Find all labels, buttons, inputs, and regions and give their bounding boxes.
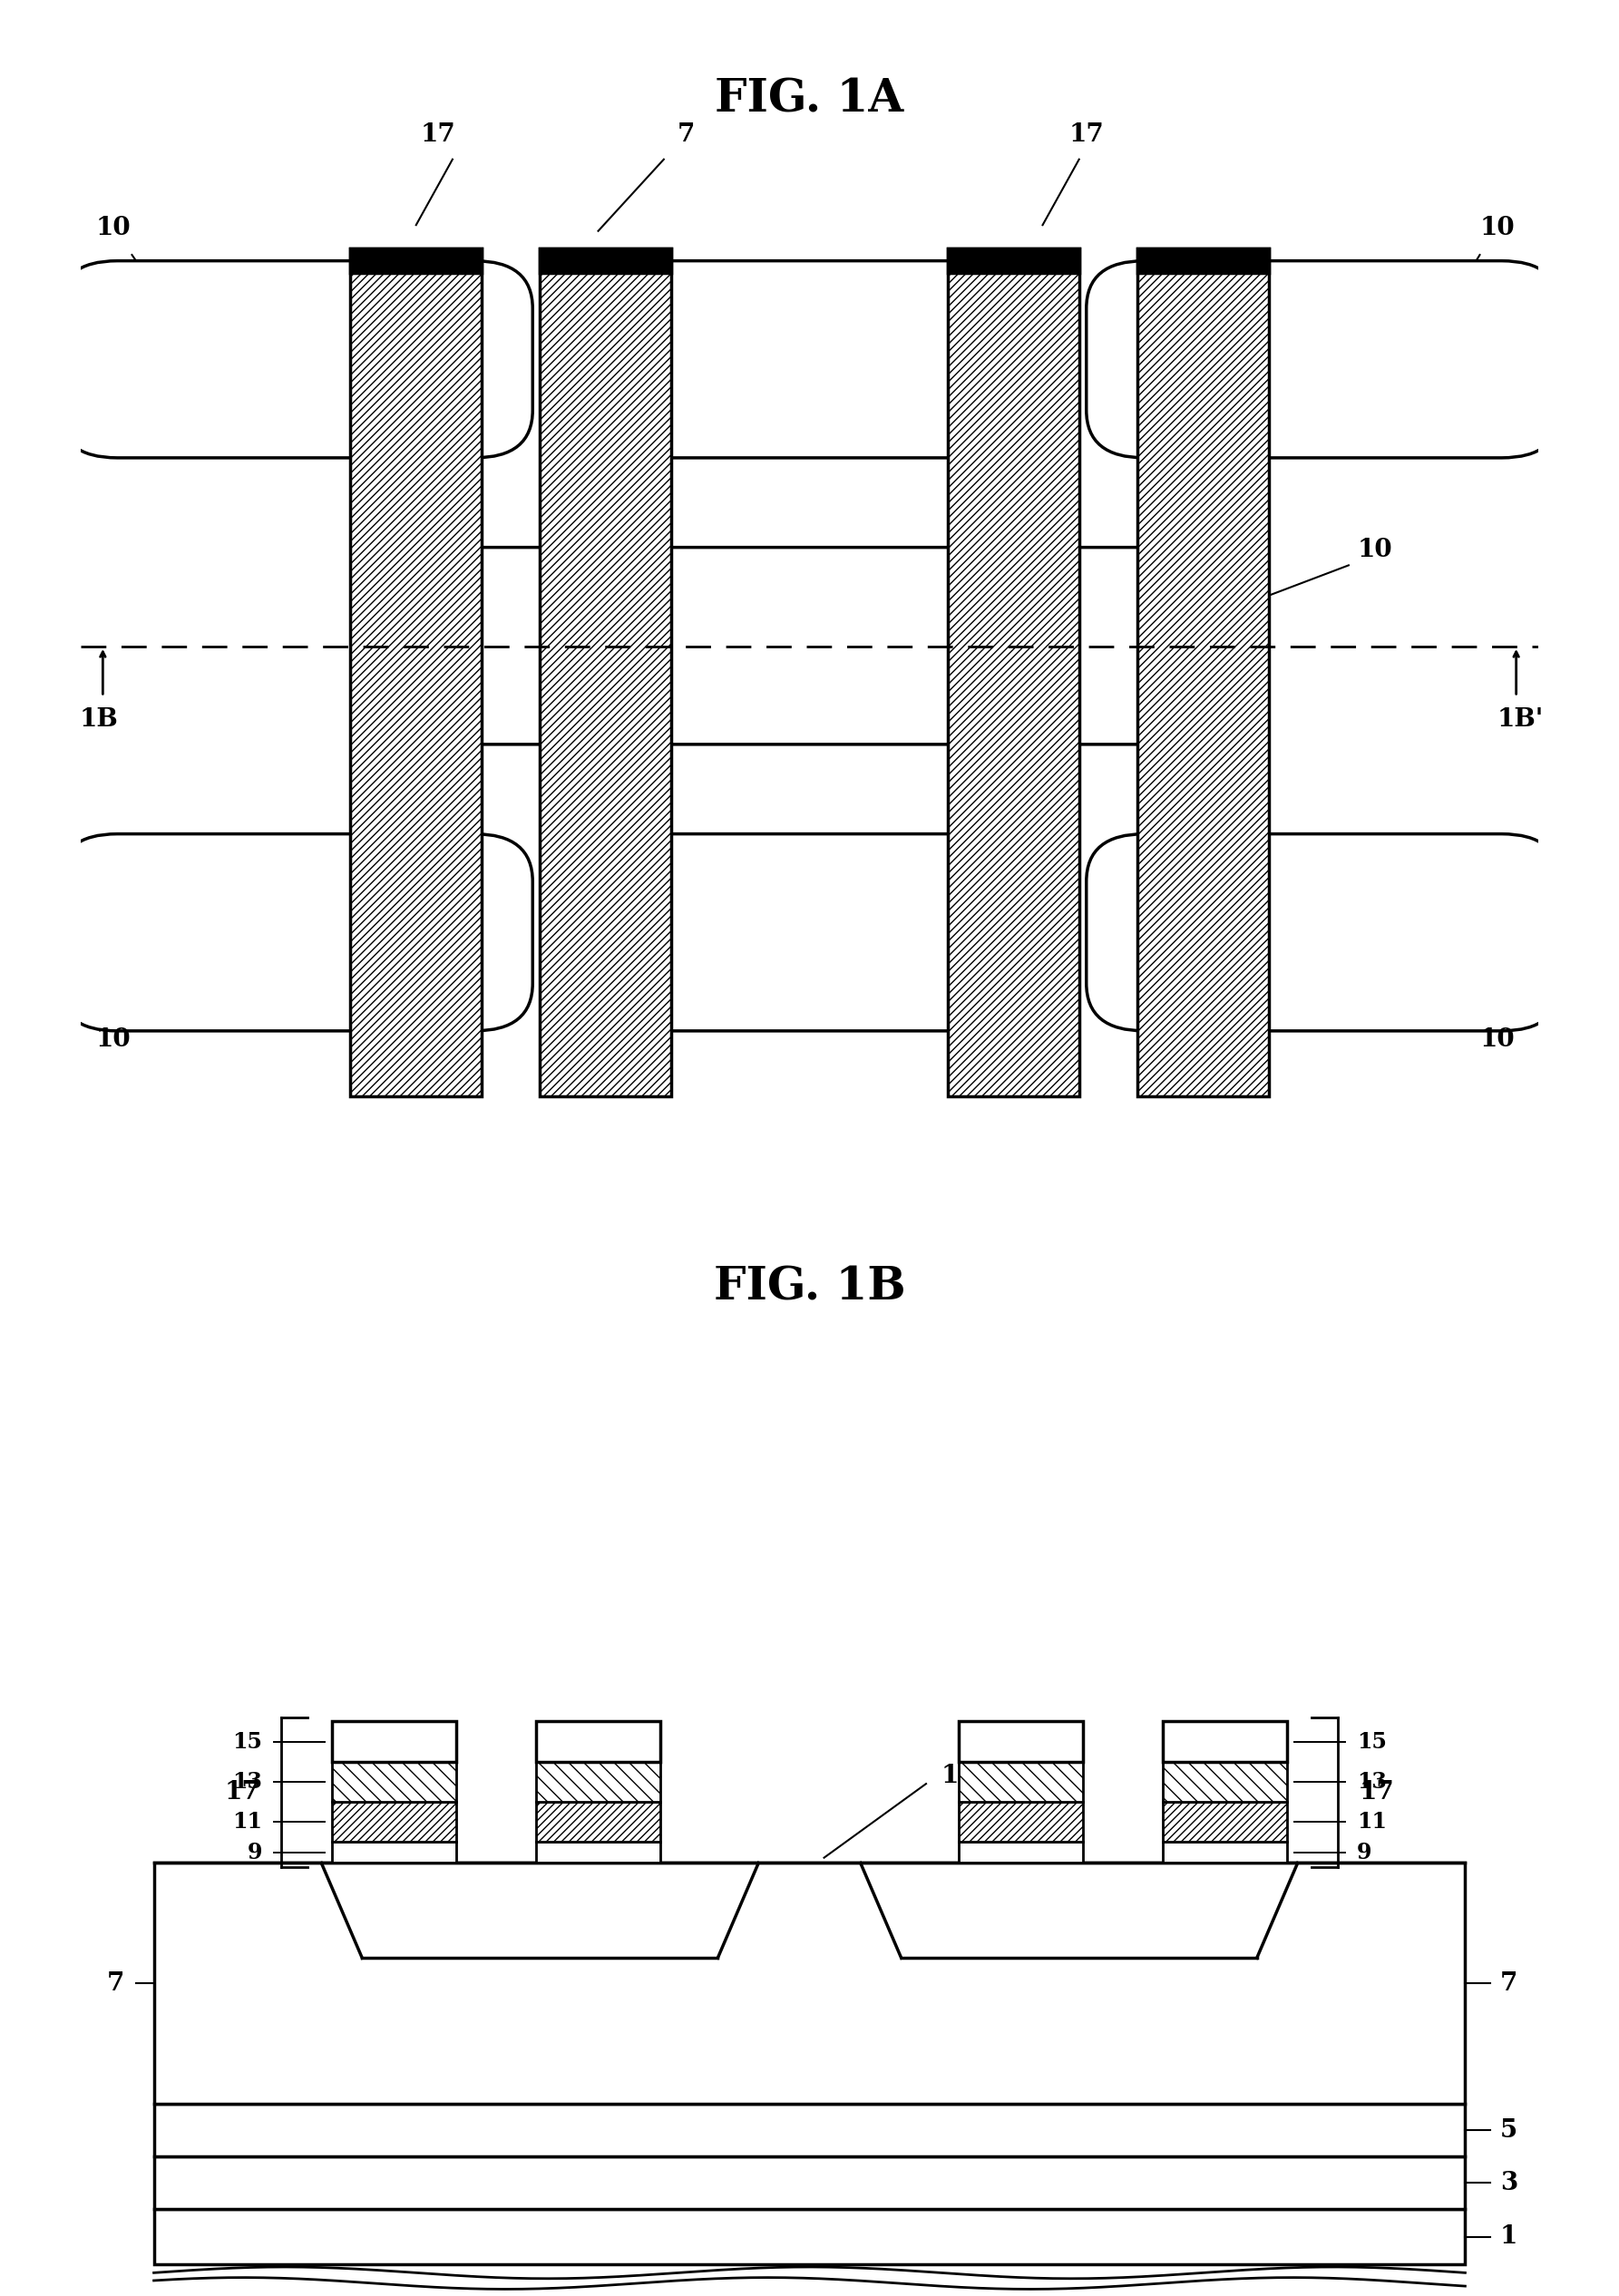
FancyBboxPatch shape: [1086, 262, 1561, 457]
Bar: [154, 2103, 1465, 2156]
Text: 5: 5: [1501, 2117, 1517, 2142]
Bar: [958, 1802, 1083, 1841]
Text: 10: 10: [96, 216, 131, 241]
Bar: [332, 1841, 457, 1862]
Bar: [1138, 248, 1269, 273]
Bar: [332, 1802, 457, 1841]
Text: 10: 10: [1480, 1026, 1515, 1052]
Bar: [949, 248, 1080, 273]
Bar: [154, 1862, 1465, 2103]
Bar: [536, 1802, 661, 1841]
Text: 15: 15: [233, 1731, 262, 1752]
Bar: [332, 1761, 457, 1802]
Bar: [541, 248, 672, 273]
Bar: [958, 1841, 1083, 1862]
Bar: [1138, 248, 1269, 1097]
Text: 17: 17: [421, 122, 455, 147]
Text: 11: 11: [1357, 1812, 1386, 1832]
Bar: [949, 248, 1080, 1097]
Bar: [1162, 1802, 1287, 1841]
Bar: [958, 1802, 1083, 1841]
Bar: [541, 248, 672, 1097]
Bar: [154, 2209, 1465, 2264]
Text: 10: 10: [1480, 216, 1515, 241]
Text: 15: 15: [1357, 1731, 1386, 1752]
Text: 1B: 1B: [79, 707, 118, 732]
FancyBboxPatch shape: [58, 833, 533, 1031]
Text: 9: 9: [248, 1841, 262, 1864]
Bar: [1162, 1761, 1287, 1802]
FancyBboxPatch shape: [424, 546, 1196, 744]
Text: FIG. 1B: FIG. 1B: [714, 1265, 905, 1309]
FancyBboxPatch shape: [58, 262, 533, 457]
Bar: [1162, 1761, 1287, 1802]
Text: 11: 11: [233, 1812, 262, 1832]
Bar: [350, 248, 482, 1097]
Text: 10: 10: [1357, 537, 1392, 563]
Text: 1B': 1B': [1498, 707, 1545, 732]
Text: 7: 7: [1501, 1972, 1517, 1995]
Bar: [541, 248, 672, 1097]
Bar: [154, 2156, 1465, 2209]
Bar: [949, 248, 1080, 1097]
Bar: [332, 1761, 457, 1802]
Bar: [536, 1761, 661, 1802]
Bar: [350, 248, 482, 273]
Bar: [1138, 248, 1269, 1097]
Text: 17: 17: [225, 1779, 259, 1805]
FancyBboxPatch shape: [1086, 833, 1561, 1031]
Bar: [1162, 1722, 1287, 1761]
Text: FIG. 1A: FIG. 1A: [716, 78, 903, 122]
FancyBboxPatch shape: [599, 833, 1022, 1031]
Text: 9: 9: [1357, 1841, 1371, 1864]
Bar: [536, 1761, 661, 1802]
FancyBboxPatch shape: [599, 262, 1022, 457]
Bar: [958, 1761, 1083, 1802]
Bar: [332, 1722, 457, 1761]
Text: 10: 10: [941, 1763, 976, 1789]
Text: 13: 13: [1357, 1770, 1386, 1793]
Text: 13: 13: [233, 1770, 262, 1793]
Bar: [1162, 1802, 1287, 1841]
Text: 7: 7: [107, 1972, 125, 1995]
Bar: [536, 1841, 661, 1862]
Text: 17: 17: [1069, 122, 1104, 147]
Text: 7: 7: [677, 122, 695, 147]
Bar: [350, 248, 482, 1097]
Text: 17: 17: [1360, 1779, 1394, 1805]
Text: 3: 3: [1501, 2170, 1517, 2195]
Text: 10: 10: [96, 1026, 131, 1052]
Bar: [536, 1722, 661, 1761]
Bar: [958, 1722, 1083, 1761]
Bar: [1162, 1841, 1287, 1862]
Text: 1: 1: [1501, 2225, 1517, 2250]
Bar: [332, 1802, 457, 1841]
Bar: [958, 1761, 1083, 1802]
Bar: [536, 1802, 661, 1841]
